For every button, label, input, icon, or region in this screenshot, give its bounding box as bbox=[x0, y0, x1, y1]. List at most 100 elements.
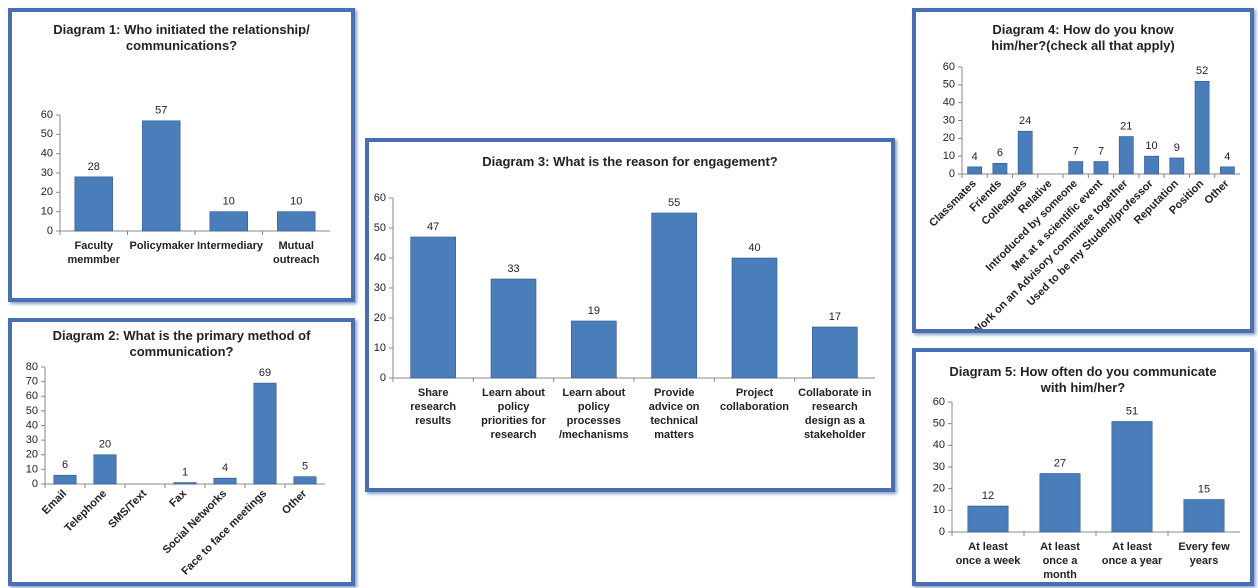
x-tick-label: Provide advice on technical matters bbox=[648, 387, 700, 441]
bar bbox=[253, 382, 277, 485]
bar bbox=[209, 211, 248, 232]
data-label: 20 bbox=[99, 439, 111, 451]
data-label: 4 bbox=[972, 151, 978, 163]
bar bbox=[1111, 421, 1153, 533]
x-tick-label: At least once a week bbox=[955, 541, 1021, 567]
y-tick-label: 60 bbox=[26, 390, 38, 402]
bar bbox=[1219, 166, 1235, 175]
data-label: 10 bbox=[290, 196, 302, 208]
data-label: 52 bbox=[1196, 65, 1208, 77]
bar bbox=[213, 477, 237, 485]
chart-panel: 0 10 20 30 40 50 60 28 57 10 10 Diagram 1: Who init… bbox=[8, 8, 355, 302]
bar bbox=[1194, 80, 1210, 175]
bar bbox=[1169, 157, 1185, 175]
data-label: 1 bbox=[182, 466, 188, 478]
bar bbox=[1093, 161, 1109, 175]
x-tick-label: Faculty memmber bbox=[67, 240, 121, 266]
x-tick-label: Share research results bbox=[410, 387, 457, 427]
chart-panel: 0 10 20 30 40 50 60 47 33 19 55 40 17 Diagram 3: What… bbox=[365, 138, 895, 492]
data-label: 40 bbox=[748, 242, 760, 254]
bar bbox=[992, 163, 1008, 175]
y-tick-label: 40 bbox=[41, 148, 53, 160]
y-tick-label: 10 bbox=[943, 150, 955, 162]
data-label: 6 bbox=[62, 459, 68, 471]
y-tick-label: 0 bbox=[32, 478, 38, 490]
bar bbox=[1144, 155, 1159, 175]
data-label: 7 bbox=[1098, 145, 1104, 157]
bar bbox=[812, 326, 858, 379]
x-tick-label: Collaborate in research design as a stak… bbox=[798, 387, 872, 441]
y-tick-label: 50 bbox=[374, 222, 386, 234]
chart-title: Diagram 3: What is the reason for engage… bbox=[482, 154, 778, 169]
bar bbox=[1068, 161, 1084, 175]
data-label: 27 bbox=[1054, 457, 1066, 469]
y-tick-label: 10 bbox=[26, 463, 38, 475]
y-tick-label: 60 bbox=[933, 396, 945, 408]
data-label: 24 bbox=[1019, 115, 1031, 127]
data-label: 17 bbox=[829, 311, 841, 323]
y-tick-label: 0 bbox=[939, 526, 945, 538]
bar bbox=[277, 211, 316, 232]
chart-panel: 0 10 20 30 40 50 60 70 80 Email 6 Telephone 20 SMS/Te… bbox=[8, 318, 355, 586]
y-tick-label: 40 bbox=[374, 252, 386, 264]
chart: 0 10 20 30 40 50 60 28 57 10 10 bbox=[41, 105, 330, 237]
data-label: 15 bbox=[1198, 483, 1210, 495]
data-label: 7 bbox=[1073, 145, 1079, 157]
bar bbox=[967, 166, 983, 175]
chart-title: Diagram 2: What is the primary method of… bbox=[52, 328, 311, 359]
y-tick-label: 40 bbox=[26, 419, 38, 431]
chart-panel: 0 10 20 30 40 50 60 12 27 51 15 Diagram 5: How ofte… bbox=[912, 348, 1254, 586]
data-label: 10 bbox=[1145, 140, 1157, 152]
y-tick-label: 50 bbox=[26, 405, 38, 417]
x-tick-label: Mutual outreach bbox=[273, 240, 320, 266]
y-tick-label: 60 bbox=[41, 109, 53, 121]
data-label: 4 bbox=[1224, 151, 1230, 163]
data-label: 51 bbox=[1126, 405, 1138, 417]
y-tick-label: 0 bbox=[47, 225, 53, 237]
y-tick-label: 50 bbox=[933, 418, 945, 430]
bar bbox=[1039, 473, 1081, 533]
data-label: 9 bbox=[1174, 142, 1180, 154]
data-label: 19 bbox=[588, 305, 600, 317]
y-tick-label: 60 bbox=[943, 61, 955, 73]
bar bbox=[173, 482, 197, 485]
y-tick-label: 30 bbox=[933, 461, 945, 473]
x-tick-label: Policymaker bbox=[129, 240, 195, 252]
data-label: 10 bbox=[223, 196, 235, 208]
y-tick-label: 80 bbox=[26, 361, 38, 373]
y-tick-label: 0 bbox=[949, 168, 955, 180]
data-label: 47 bbox=[427, 221, 439, 233]
y-tick-label: 10 bbox=[933, 504, 945, 516]
chart-title: Diagram 5: How often do you communicate … bbox=[949, 364, 1217, 395]
y-tick-label: 30 bbox=[26, 434, 38, 446]
y-tick-label: 70 bbox=[26, 376, 38, 388]
x-tick-label: Face to face meetings bbox=[179, 488, 269, 578]
data-label: 12 bbox=[982, 490, 994, 502]
bar bbox=[293, 476, 317, 485]
y-tick-label: 20 bbox=[933, 483, 945, 495]
bar bbox=[1118, 136, 1134, 175]
bar bbox=[571, 320, 617, 379]
x-tick-label: SMS/Text bbox=[106, 487, 149, 530]
x-tick-label: Intermediary bbox=[197, 240, 264, 252]
data-label: 5 bbox=[302, 461, 308, 473]
chart-title: Diagram 1: Who initiated the relationshi… bbox=[53, 22, 310, 53]
x-tick-label: Other bbox=[1202, 177, 1232, 207]
data-label: 6 bbox=[997, 147, 1003, 159]
x-tick-label: Project collaboration bbox=[719, 387, 790, 413]
bar bbox=[74, 176, 113, 232]
chart: 0 10 20 30 40 50 60 12 27 51 15 bbox=[933, 396, 1240, 538]
bar bbox=[93, 454, 117, 485]
x-tick-label: Fax bbox=[167, 487, 190, 510]
bar bbox=[53, 474, 77, 485]
chart: 0102030405060Classmates4Friends6Colleagu… bbox=[927, 61, 1240, 329]
y-tick-label: 20 bbox=[374, 312, 386, 324]
y-tick-label: 10 bbox=[374, 342, 386, 354]
x-tick-label: Other bbox=[280, 487, 310, 517]
x-tick-label: Every few years bbox=[1178, 541, 1230, 567]
x-tick-label: At least once a month bbox=[1040, 541, 1080, 581]
bar bbox=[1017, 130, 1033, 175]
y-tick-label: 30 bbox=[943, 114, 955, 126]
data-label: 57 bbox=[155, 105, 167, 117]
y-tick-label: 20 bbox=[26, 449, 38, 461]
